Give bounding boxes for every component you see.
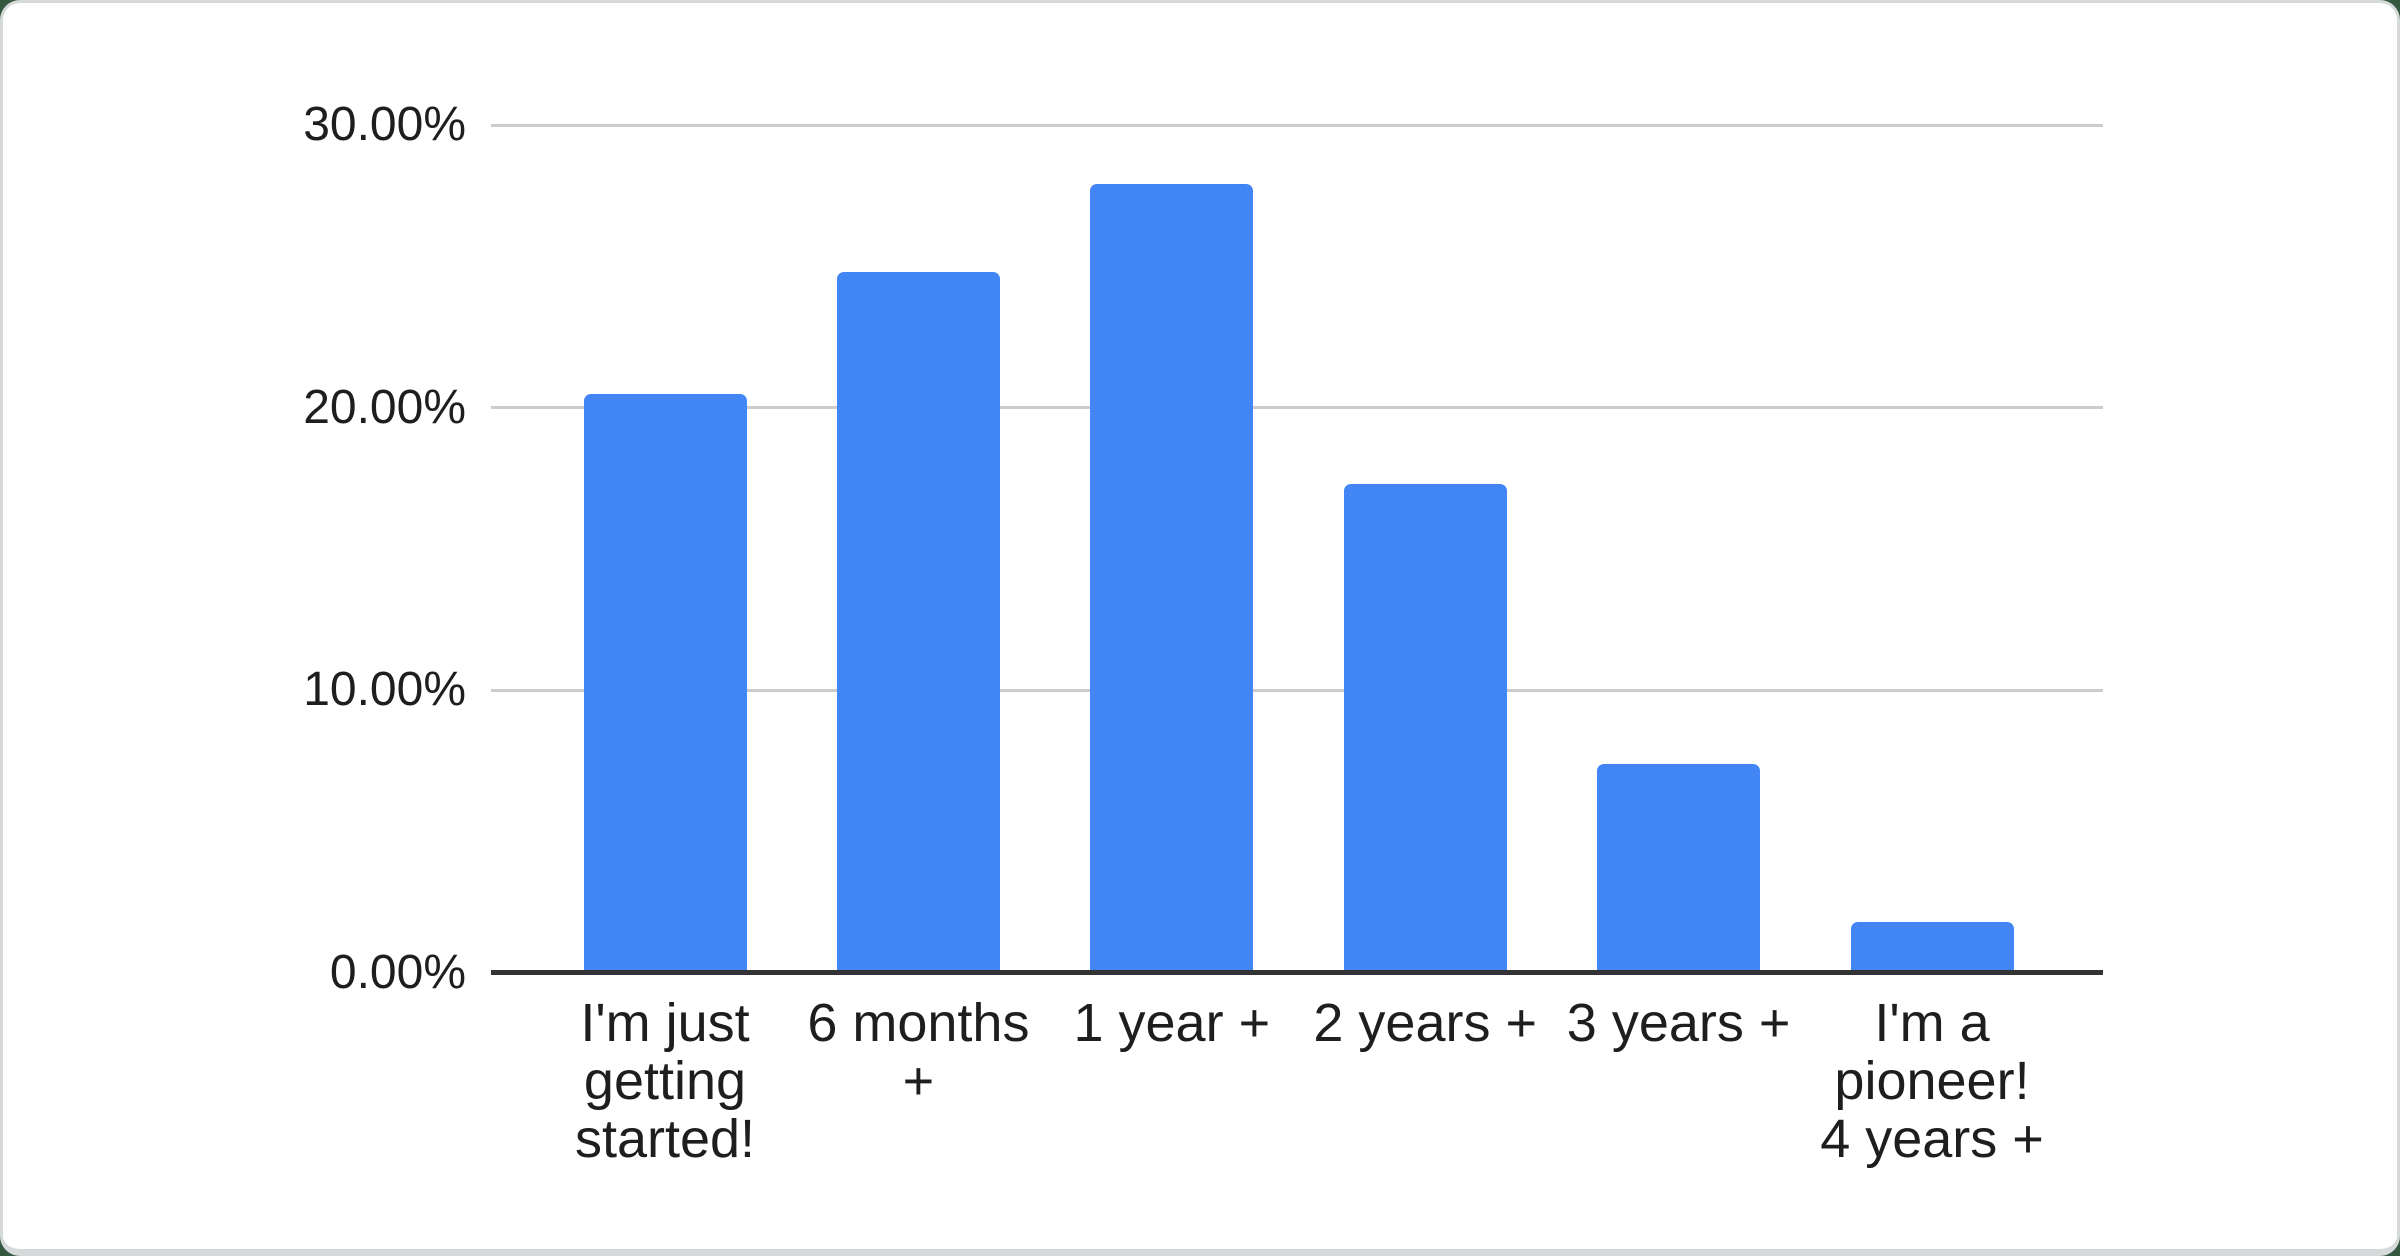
bar[interactable]: [1597, 763, 1761, 973]
x-axis-tick-label-line: I'm a: [1874, 993, 1990, 1053]
x-axis-tick-label-line: started!: [574, 1109, 756, 1169]
x-axis-tick-label-line: pioneer!: [1834, 1051, 2030, 1111]
bar[interactable]: [1090, 184, 1254, 973]
y-axis-tick-label: 10.00%: [303, 663, 466, 717]
y-axis-tick-label: 30.00%: [303, 98, 466, 151]
bar[interactable]: [1343, 483, 1507, 973]
y-axis-tick-label: 20.00%: [303, 380, 466, 434]
bar[interactable]: [836, 271, 1000, 973]
gridline: [491, 406, 2103, 410]
bar[interactable]: [583, 393, 747, 973]
x-axis-tick-label: I'm a pioneer! 4 years +: [1772, 994, 2092, 1168]
x-axis-tick-label-line: 4 years +: [1820, 1109, 2044, 1169]
gridline: [491, 123, 2103, 127]
x-axis-tick-label-line: +: [902, 1051, 935, 1111]
bar[interactable]: [1850, 922, 2014, 973]
y-axis-tick-label: 0.00%: [329, 946, 466, 999]
gridline: [491, 688, 2103, 692]
bar-chart-plot-area: 0.00% 10.00% 20.00% 30.00% I'm just getting st…: [3, 3, 2397, 1249]
x-axis-line: [491, 970, 2103, 975]
